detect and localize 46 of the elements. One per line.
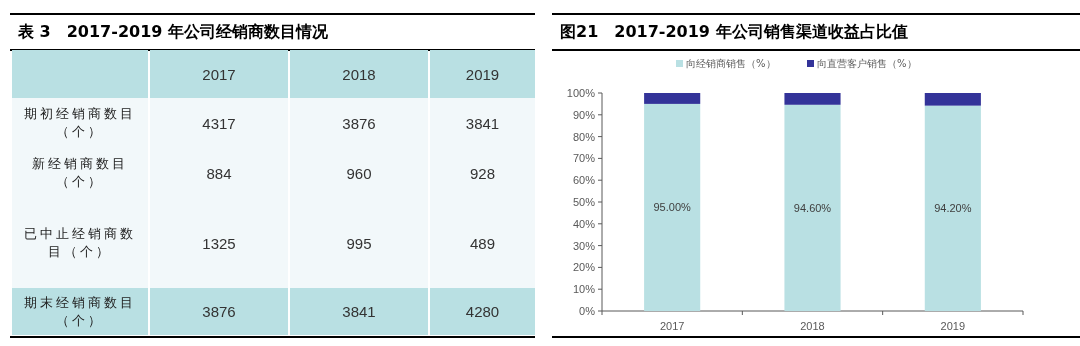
data-label: 3876 [341,113,377,134]
data-label: 960 [345,163,373,184]
y-tick-label: 80% [572,130,596,143]
legend-label: 向经销商销售（%） [686,58,776,69]
category-label: 2019 [464,64,501,85]
bar [644,93,701,104]
data-label: 489 [469,233,496,254]
data-label: 94.60% [793,201,832,214]
data-label: 1325 [201,233,237,254]
y-tick-label: 100% [566,87,596,99]
data-label: 95.00% [653,201,692,214]
data-label: 884 [205,163,233,184]
x-tick-label: 2018 [800,320,825,332]
y-tick-label: 30% [572,239,596,252]
y-tick-label: 40% [572,217,596,230]
legend-label: 向直营客户销售（%） [817,58,917,69]
data-label: 4280 [464,302,501,322]
category-label: 2017 [201,64,237,85]
y-tick-label: 90% [572,108,596,121]
bar [784,104,841,311]
series-label: 新经销商数目（个） [31,155,129,191]
y-tick-label: 10% [572,283,596,296]
data-label: 94.20% [934,202,972,215]
category-label: 2018 [341,64,377,85]
series-label: 期初经销商数目（个） [23,105,137,141]
bar [924,105,981,311]
chart-title: 图21 2017-2019 年公司销售渠道收益占比值 [552,13,1080,51]
series-label: 期末经销商数目（个） [23,293,137,330]
data-label: 3841 [341,302,377,322]
data-label: 4317 [201,113,237,134]
x-tick-label: 2019 [940,320,966,332]
bar [644,103,701,311]
data-label: 995 [345,233,373,254]
y-tick-label: 70% [572,152,596,165]
bar [924,93,981,106]
bar [784,93,841,105]
x-tick-label: 2017 [659,320,685,332]
data-label: 928 [469,163,496,184]
y-tick-label: 0% [579,305,596,317]
text: 表 3 2017-2019 年公司经销商数目情况 [10,13,535,51]
y-tick-label: 20% [572,261,596,274]
series-label: 已中止经销商数目（个） [23,225,137,261]
data-label: 3841 [464,113,501,134]
data-label: 3876 [201,302,237,322]
y-tick-label: 60% [572,174,596,187]
y-tick-label: 50% [572,196,596,208]
